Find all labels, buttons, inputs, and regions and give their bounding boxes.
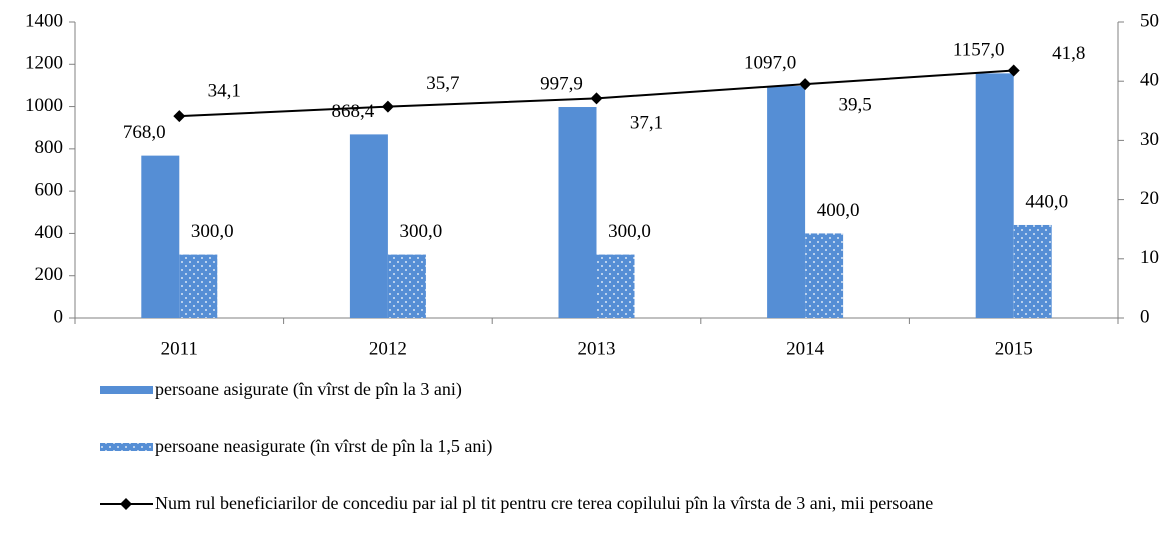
bar <box>975 73 1014 319</box>
y-tick-label: 600 <box>35 180 64 201</box>
bar-value-label: 768,0 <box>123 122 166 143</box>
y-tick-label: 0 <box>54 306 64 327</box>
y-tick-label: 1200 <box>25 53 63 74</box>
legend-entry: persoane asigurate (în vîrst de pîn la 3… <box>100 380 1140 399</box>
bar <box>805 233 844 318</box>
bar <box>387 254 426 318</box>
x-tick-label: 2012 <box>369 338 407 359</box>
bar-value-label: 997,9 <box>540 73 583 94</box>
legend-label: persoane neasigurate (în vîrst de pîn la… <box>155 436 493 456</box>
y-tick-label: 1000 <box>25 95 63 116</box>
bar <box>767 86 806 318</box>
line-value-label: 39,5 <box>838 95 871 116</box>
legend-entry: Num rul beneficiarilor de concediu par i… <box>100 494 1140 513</box>
bar-value-label: 300,0 <box>191 221 234 242</box>
y2-tick-label: 30 <box>1140 129 1159 150</box>
legend-swatch <box>100 437 153 456</box>
bar <box>141 155 180 318</box>
legend-label: persoane asigurate (în vîrst de pîn la 3… <box>155 379 462 399</box>
bar <box>349 134 388 318</box>
line-marker <box>799 78 812 91</box>
y-tick-label: 1400 <box>25 10 63 31</box>
y2-tick-label: 10 <box>1140 247 1159 268</box>
bar-value-label: 400,0 <box>817 200 860 221</box>
bar-value-label: 868,4 <box>332 101 375 122</box>
bar-value-label: 440,0 <box>1025 191 1068 212</box>
swatch <box>100 386 153 394</box>
x-tick-label: 2011 <box>161 338 198 359</box>
bar <box>1013 224 1052 318</box>
line-marker <box>381 100 394 113</box>
bar-value-label: 300,0 <box>608 221 651 242</box>
bar-value-label: 1157,0 <box>953 40 1005 61</box>
legend-label: Num rul beneficiarilor de concediu par i… <box>155 493 934 513</box>
bar-value-label: 1097,0 <box>744 52 796 73</box>
line-marker <box>173 110 186 123</box>
swatch <box>100 443 153 451</box>
swatch <box>100 498 153 510</box>
bar <box>596 254 635 318</box>
x-tick-label: 2013 <box>578 338 616 359</box>
y2-tick-label: 50 <box>1140 10 1159 31</box>
legend-swatch <box>100 380 153 399</box>
line-value-label: 37,1 <box>630 113 663 134</box>
y2-tick-label: 40 <box>1140 70 1159 91</box>
y2-tick-label: 20 <box>1140 188 1159 209</box>
bar <box>558 107 597 318</box>
line-marker <box>590 92 603 105</box>
line-value-label: 35,7 <box>426 73 459 94</box>
x-tick-label: 2014 <box>786 338 825 359</box>
bar-value-label: 300,0 <box>400 221 443 242</box>
y2-tick-label: 0 <box>1140 306 1150 327</box>
legend-entry: persoane neasigurate (în vîrst de pîn la… <box>100 437 1140 456</box>
y-tick-label: 800 <box>35 137 64 158</box>
y-tick-label: 200 <box>35 264 64 285</box>
x-tick-label: 2015 <box>995 338 1033 359</box>
line-value-label: 34,1 <box>208 80 241 101</box>
y-tick-label: 400 <box>35 222 64 243</box>
line-value-label: 41,8 <box>1052 43 1085 64</box>
legend-swatch <box>100 494 153 513</box>
line-marker <box>1007 64 1020 77</box>
chart: 0 200 400 600 800 1000 1200 1400 0 10 20 30 40 50 2011… <box>25 10 1159 359</box>
bar <box>179 254 218 318</box>
